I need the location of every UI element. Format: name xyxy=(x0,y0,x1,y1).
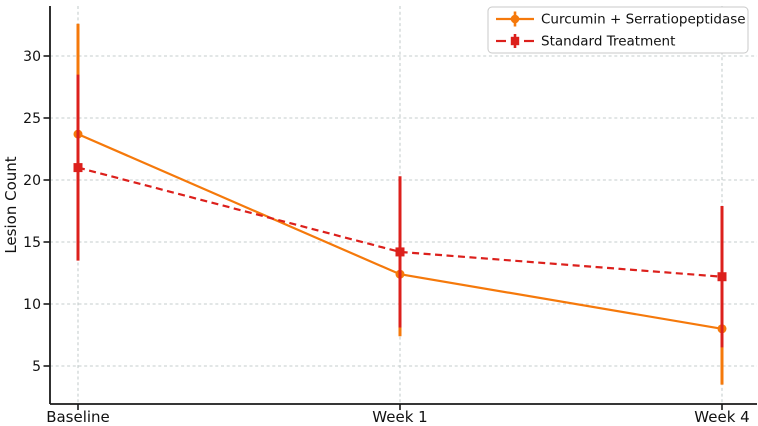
legend-square-marker-icon xyxy=(510,36,520,46)
y-tick-label: 10 xyxy=(23,297,41,313)
y-tick-label: 25 xyxy=(23,111,41,127)
square-marker-icon xyxy=(395,247,405,257)
y-tick-label: 30 xyxy=(23,49,41,65)
series-1 xyxy=(73,74,727,348)
legend-label-curcumin: Curcumin + Serratiopeptidase xyxy=(541,12,746,28)
legend-box xyxy=(487,6,749,54)
square-marker-icon xyxy=(73,163,83,173)
plot-series xyxy=(73,23,727,385)
y-axis-label: Lesion Count xyxy=(2,156,20,253)
y-tick-label: 5 xyxy=(32,359,41,375)
legend-label-standard: Standard Treatment xyxy=(541,34,675,50)
x-tick-label: Baseline xyxy=(46,408,110,426)
axes-spines xyxy=(49,6,757,405)
legend: Curcumin + Serratiopeptidase Standard Tr… xyxy=(487,6,749,54)
y-tick-label: 15 xyxy=(23,235,41,251)
horizontal-gridlines xyxy=(50,55,757,367)
x-tick-label: Week 1 xyxy=(372,408,427,426)
x-tick-label: Week 4 xyxy=(694,408,749,426)
square-marker-icon xyxy=(717,272,727,282)
legend-circle-marker-icon xyxy=(510,14,520,24)
y-tick-label: 20 xyxy=(23,173,41,189)
axis-ticks-and-labels: Baseline Week 1 Week 4 5 10 15 20 25 30 xyxy=(23,49,750,426)
